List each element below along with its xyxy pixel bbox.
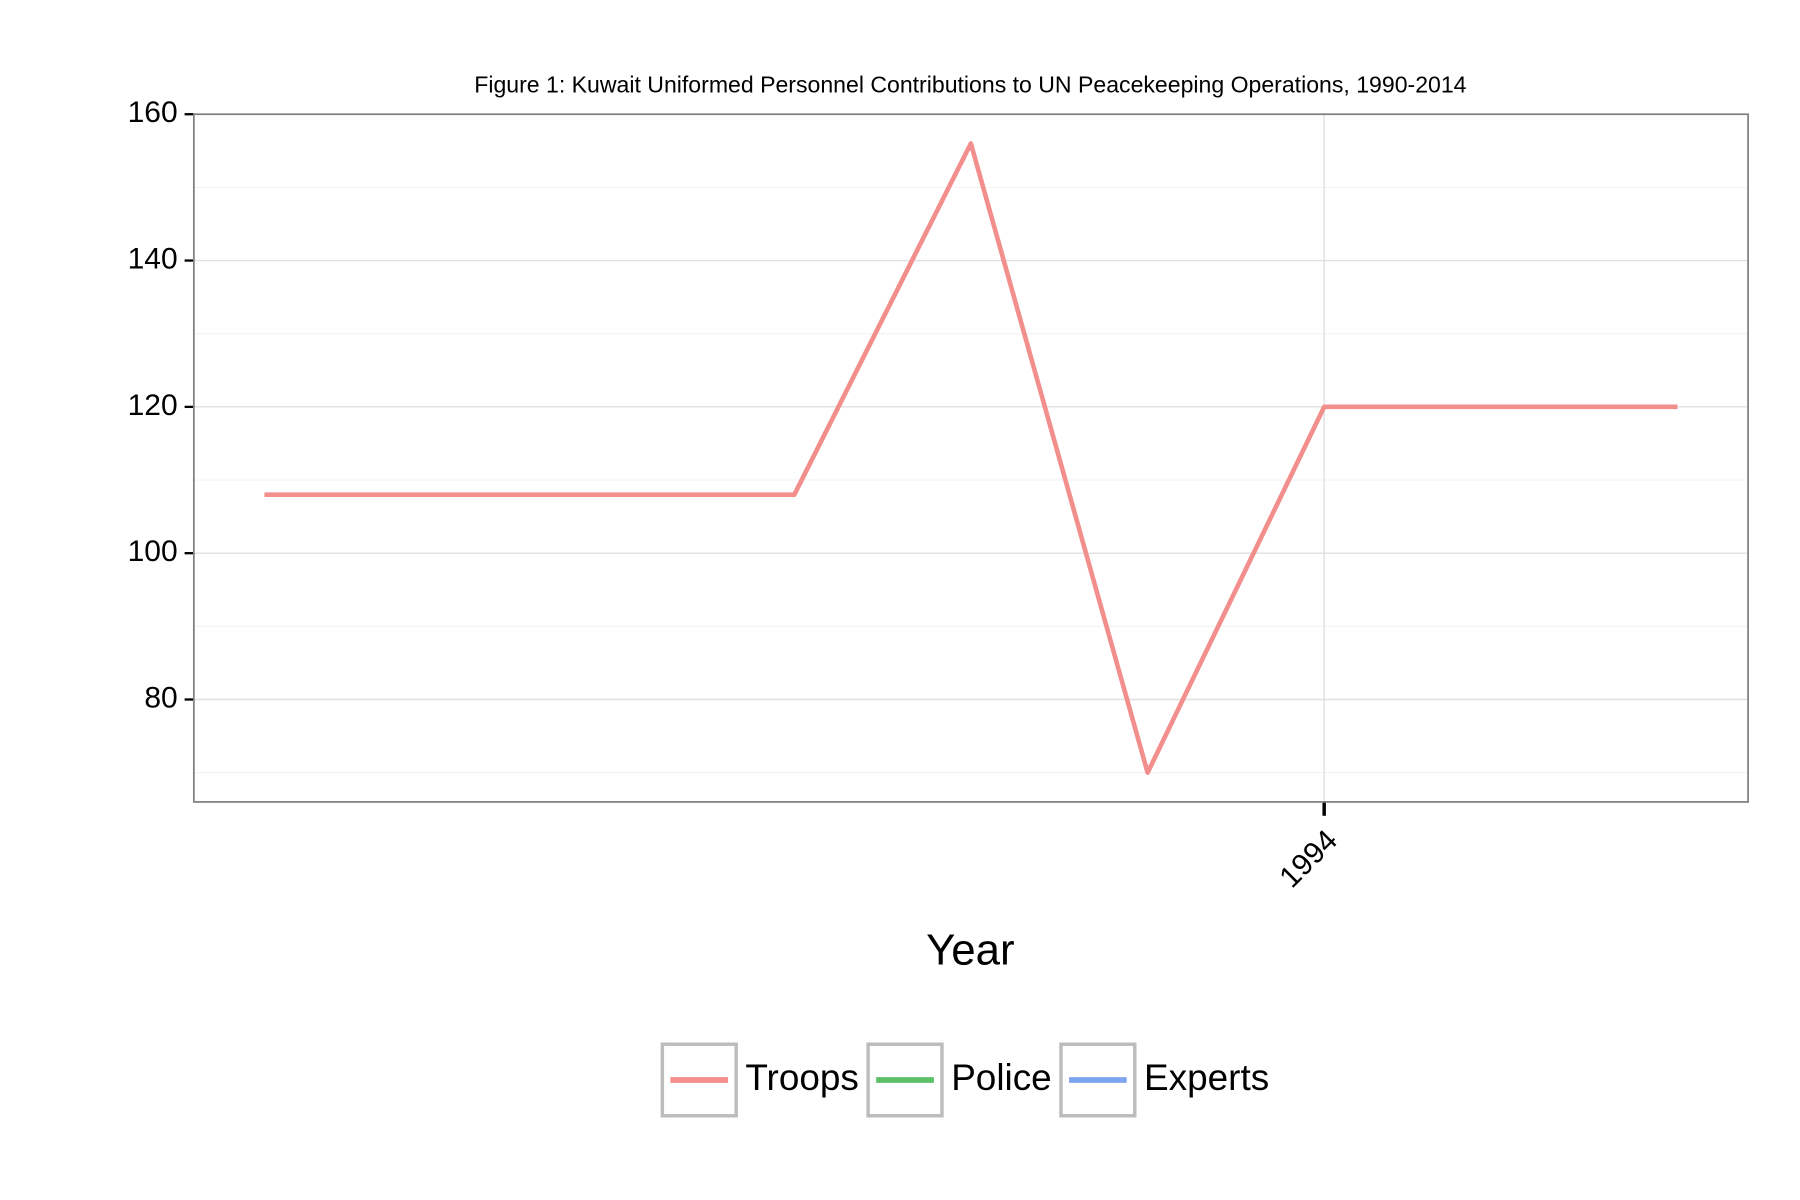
x-tick-label: 1994 (1273, 824, 1344, 895)
plot-background (193, 114, 1749, 802)
legend-item: Experts (1059, 1042, 1269, 1118)
legend-label: Police (951, 1057, 1052, 1098)
y-tick-label: 140 (128, 242, 178, 275)
y-tick-label: 120 (128, 389, 178, 422)
data-line (264, 141, 1678, 775)
y-tick-label: 80 (144, 681, 177, 714)
legend-label: Troops (745, 1057, 859, 1098)
y-tick-label: 100 (128, 535, 178, 568)
legend-item: Troops (660, 1042, 859, 1118)
y-tick-label: 160 (128, 96, 178, 129)
plot-border (192, 113, 1749, 803)
chart-title: Figure 1: Kuwait Uniformed Personnel Con… (474, 72, 1466, 98)
legend-item: Police (866, 1042, 1052, 1118)
x-axis-label: Year (926, 926, 1015, 975)
legend-label: Experts (1144, 1057, 1269, 1098)
